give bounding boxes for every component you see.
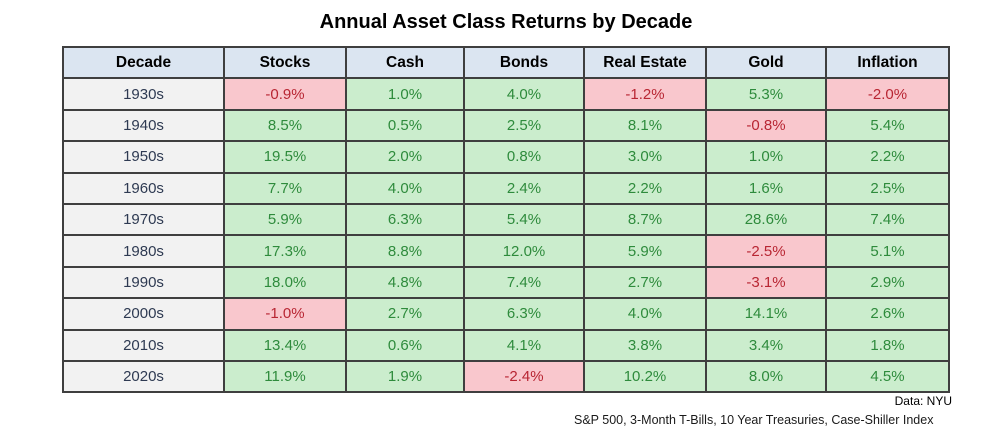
table-row: 1970s 5.9% 6.3% 5.4% 8.7% 28.6% 7.4% bbox=[62, 202, 950, 237]
return-value-cell: 4.0% bbox=[583, 297, 707, 331]
return-value-cell: 2.9% bbox=[825, 265, 950, 300]
decade-cell: 1980s bbox=[62, 234, 225, 268]
return-value-cell: -1.2% bbox=[583, 77, 707, 111]
return-value-cell: 6.3% bbox=[463, 297, 585, 331]
decade-cell: 1960s bbox=[62, 171, 225, 205]
table-body: 1930s -0.9% 1.0% 4.0% -1.2% 5.3% -2.0% 1940s 8.5… bbox=[62, 77, 950, 394]
returns-table: Decade Stocks Cash Bonds Real Estate Gold Infl… bbox=[62, 45, 950, 394]
decade-cell: 1950s bbox=[62, 140, 225, 174]
decade-cell: 2000s bbox=[62, 297, 225, 331]
return-value-cell: 7.4% bbox=[825, 202, 950, 237]
return-value-cell: -0.8% bbox=[705, 108, 827, 143]
return-value-cell: 13.4% bbox=[223, 328, 347, 362]
return-value-cell: 8.8% bbox=[345, 234, 465, 268]
decade-cell: 1930s bbox=[62, 77, 225, 111]
return-value-cell: 1.0% bbox=[345, 77, 465, 111]
return-value-cell: 11.9% bbox=[223, 359, 347, 394]
return-value-cell: 1.8% bbox=[825, 328, 950, 362]
return-value-cell: 3.8% bbox=[583, 328, 707, 362]
return-value-cell: 5.4% bbox=[463, 202, 585, 237]
table-row: 1930s -0.9% 1.0% 4.0% -1.2% 5.3% -2.0% bbox=[62, 77, 950, 111]
column-header: Real Estate bbox=[583, 45, 707, 80]
return-value-cell: 2.7% bbox=[583, 265, 707, 300]
column-header: Decade bbox=[62, 45, 225, 80]
column-header: Bonds bbox=[463, 45, 585, 80]
return-value-cell: 1.0% bbox=[705, 140, 827, 174]
return-value-cell: 4.8% bbox=[345, 265, 465, 300]
return-value-cell: 2.2% bbox=[583, 171, 707, 205]
return-value-cell: 4.5% bbox=[825, 359, 950, 394]
decade-cell: 2020s bbox=[62, 359, 225, 394]
return-value-cell: 0.8% bbox=[463, 140, 585, 174]
return-value-cell: 4.0% bbox=[463, 77, 585, 111]
return-value-cell: 2.5% bbox=[825, 171, 950, 205]
return-value-cell: 1.9% bbox=[345, 359, 465, 394]
column-header: Gold bbox=[705, 45, 827, 80]
table-row: 1960s 7.7% 4.0% 2.4% 2.2% 1.6% 2.5% bbox=[62, 171, 950, 205]
table-row: 2000s -1.0% 2.7% 6.3% 4.0% 14.1% 2.6% bbox=[62, 297, 950, 331]
decade-cell: 2010s bbox=[62, 328, 225, 362]
return-value-cell: 2.0% bbox=[345, 140, 465, 174]
return-value-cell: 4.0% bbox=[345, 171, 465, 205]
table-row: 1990s 18.0% 4.8% 7.4% 2.7% -3.1% 2.9% bbox=[62, 265, 950, 300]
return-value-cell: 0.5% bbox=[345, 108, 465, 143]
return-value-cell: 18.0% bbox=[223, 265, 347, 300]
table-row: 1980s 17.3% 8.8% 12.0% 5.9% -2.5% 5.1% bbox=[62, 234, 950, 268]
return-value-cell: 2.4% bbox=[463, 171, 585, 205]
return-value-cell: 1.6% bbox=[705, 171, 827, 205]
decade-cell: 1990s bbox=[62, 265, 225, 300]
return-value-cell: -3.1% bbox=[705, 265, 827, 300]
return-value-cell: 7.4% bbox=[463, 265, 585, 300]
column-header: Inflation bbox=[825, 45, 950, 80]
return-value-cell: 12.0% bbox=[463, 234, 585, 268]
return-value-cell: 4.1% bbox=[463, 328, 585, 362]
return-value-cell: 5.4% bbox=[825, 108, 950, 143]
table-row: 1940s 8.5% 0.5% 2.5% 8.1% -0.8% 5.4% bbox=[62, 108, 950, 143]
return-value-cell: 6.3% bbox=[345, 202, 465, 237]
return-value-cell: 10.2% bbox=[583, 359, 707, 394]
return-value-cell: 17.3% bbox=[223, 234, 347, 268]
data-source-note: Data: NYU bbox=[894, 394, 952, 408]
header-row: Decade Stocks Cash Bonds Real Estate Gold Infl… bbox=[62, 45, 950, 80]
return-value-cell: 8.1% bbox=[583, 108, 707, 143]
return-value-cell: -2.0% bbox=[825, 77, 950, 111]
return-value-cell: 3.4% bbox=[705, 328, 827, 362]
return-value-cell: 5.9% bbox=[223, 202, 347, 237]
return-value-cell: 2.2% bbox=[825, 140, 950, 174]
return-value-cell: 3.0% bbox=[583, 140, 707, 174]
return-value-cell: 7.7% bbox=[223, 171, 347, 205]
return-value-cell: 5.9% bbox=[583, 234, 707, 268]
return-value-cell: 0.6% bbox=[345, 328, 465, 362]
table-row: 1950s 19.5% 2.0% 0.8% 3.0% 1.0% 2.2% bbox=[62, 140, 950, 174]
column-header: Stocks bbox=[223, 45, 347, 80]
return-value-cell: 2.5% bbox=[463, 108, 585, 143]
return-value-cell: 28.6% bbox=[705, 202, 827, 237]
decade-cell: 1970s bbox=[62, 202, 225, 237]
return-value-cell: 19.5% bbox=[223, 140, 347, 174]
return-value-cell: 2.7% bbox=[345, 297, 465, 331]
return-value-cell: 8.5% bbox=[223, 108, 347, 143]
page-title: Annual Asset Class Returns by Decade bbox=[319, 11, 693, 33]
return-value-cell: 5.3% bbox=[705, 77, 827, 111]
return-value-cell: -2.5% bbox=[705, 234, 827, 268]
return-value-cell: 8.0% bbox=[705, 359, 827, 394]
return-value-cell: -1.0% bbox=[223, 297, 347, 331]
return-value-cell: -2.4% bbox=[463, 359, 585, 394]
table-row: 2020s 11.9% 1.9% -2.4% 10.2% 8.0% 4.5% bbox=[62, 359, 950, 394]
decade-cell: 1940s bbox=[62, 108, 225, 143]
index-caption: S&P 500, 3-Month T-Bills, 10 Year Treasu… bbox=[574, 413, 934, 427]
column-header: Cash bbox=[345, 45, 465, 80]
return-value-cell: -0.9% bbox=[223, 77, 347, 111]
return-value-cell: 8.7% bbox=[583, 202, 707, 237]
return-value-cell: 14.1% bbox=[705, 297, 827, 331]
return-value-cell: 5.1% bbox=[825, 234, 950, 268]
return-value-cell: 2.6% bbox=[825, 297, 950, 331]
table-row: 2010s 13.4% 0.6% 4.1% 3.8% 3.4% 1.8% bbox=[62, 328, 950, 362]
